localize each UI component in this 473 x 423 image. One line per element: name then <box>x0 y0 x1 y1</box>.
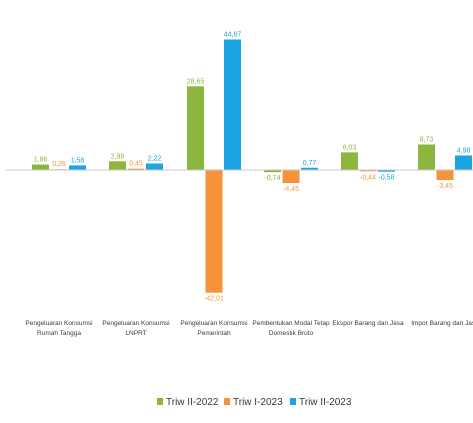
category-label-4-line-1: Pembentukan Modal Tetap <box>252 320 330 327</box>
category-label-1-line-1: Pengeluaran Konsumsi <box>25 320 92 327</box>
value-label-s1-c5: 6,03 <box>343 144 357 151</box>
value-labels-group: 1,86 0,26 1,58 2,98 0,45 2,22 28,65 -42,01 44,67… <box>34 32 471 303</box>
value-label-s3-c4: 0,77 <box>303 160 317 167</box>
bar-s2-c4 <box>282 170 300 184</box>
bar-s1-c4 <box>264 170 281 173</box>
category-label-5-line-1: Ekspor Barang dan Jasa <box>332 320 404 327</box>
value-label-s1-c6: 8,73 <box>420 136 434 143</box>
value-label-s2-c6: -3,45 <box>437 183 453 190</box>
value-label-s1-c2: 2,98 <box>111 153 125 160</box>
bar-s3-c1 <box>69 165 86 170</box>
bar-s3-c5 <box>378 170 395 172</box>
value-label-s3-c6: 4,98 <box>457 147 471 154</box>
category-label-1-line-2: Rumah Tangga <box>37 330 81 337</box>
bar-s3-c4 <box>301 167 318 170</box>
category-label-6-line-1: Impor Barang dan Jasa <box>411 320 473 327</box>
legend-label-1: Triw II-2022 <box>166 397 219 408</box>
bar-s1-c1 <box>32 164 49 170</box>
value-label-s3-c2: 2,22 <box>148 156 162 163</box>
category-label-3-line-1: Pengeluaran Konsumsi <box>180 320 247 327</box>
value-label-s1-c1: 1,86 <box>34 157 48 164</box>
value-label-s1-c3: 28,65 <box>187 78 205 85</box>
category-labels-group: Pengeluaran Konsumsi Rumah Tangga Pengelua… <box>25 320 473 337</box>
value-label-s3-c1: 1,58 <box>71 157 85 164</box>
bar-s3-c6 <box>455 155 472 170</box>
bar-s2-c6 <box>436 170 454 181</box>
category-label-4-line-2: Domestik Bruto <box>269 330 314 337</box>
category-label-2-line-1: Pengeluaran Konsumsi <box>102 320 169 327</box>
legend-swatch-3 <box>290 398 296 405</box>
bar-s1-c3 <box>187 86 204 170</box>
bar-s1-c2 <box>109 161 126 170</box>
bar-s3-c2 <box>146 163 163 170</box>
bar-s2-c2 <box>127 168 145 170</box>
legend-swatch-1 <box>157 398 163 405</box>
legend-label-2: Triw I-2023 <box>233 397 283 408</box>
bar-s1-c5 <box>341 152 358 170</box>
category-label-3-line-2: Pemerintah <box>197 330 231 337</box>
bar-s2-c5 <box>359 170 377 172</box>
value-label-s1-c4: -0,74 <box>265 175 281 182</box>
legend-label-3: Triw II-2023 <box>299 397 352 408</box>
value-label-s2-c4: -4,45 <box>283 186 299 193</box>
value-label-s2-c5: -0,44 <box>360 174 376 181</box>
bar-s3-c3 <box>224 39 241 170</box>
legend-swatch-2 <box>224 398 230 405</box>
bar-s2-c3 <box>205 170 223 293</box>
category-label-2-line-2: LNPRT <box>125 330 146 337</box>
legend: Triw II-2022 Triw I-2023 Triw II-2023 <box>157 397 352 408</box>
value-label-s3-c5: -0,58 <box>379 175 395 182</box>
value-label-s2-c3: -42,01 <box>204 296 224 303</box>
bar-s1-c6 <box>418 144 435 170</box>
value-label-s3-c3: 44,67 <box>224 32 242 39</box>
value-label-s2-c1: 0,26 <box>52 161 66 168</box>
bars-group <box>32 39 472 293</box>
value-label-s2-c2: 0,45 <box>129 161 143 168</box>
